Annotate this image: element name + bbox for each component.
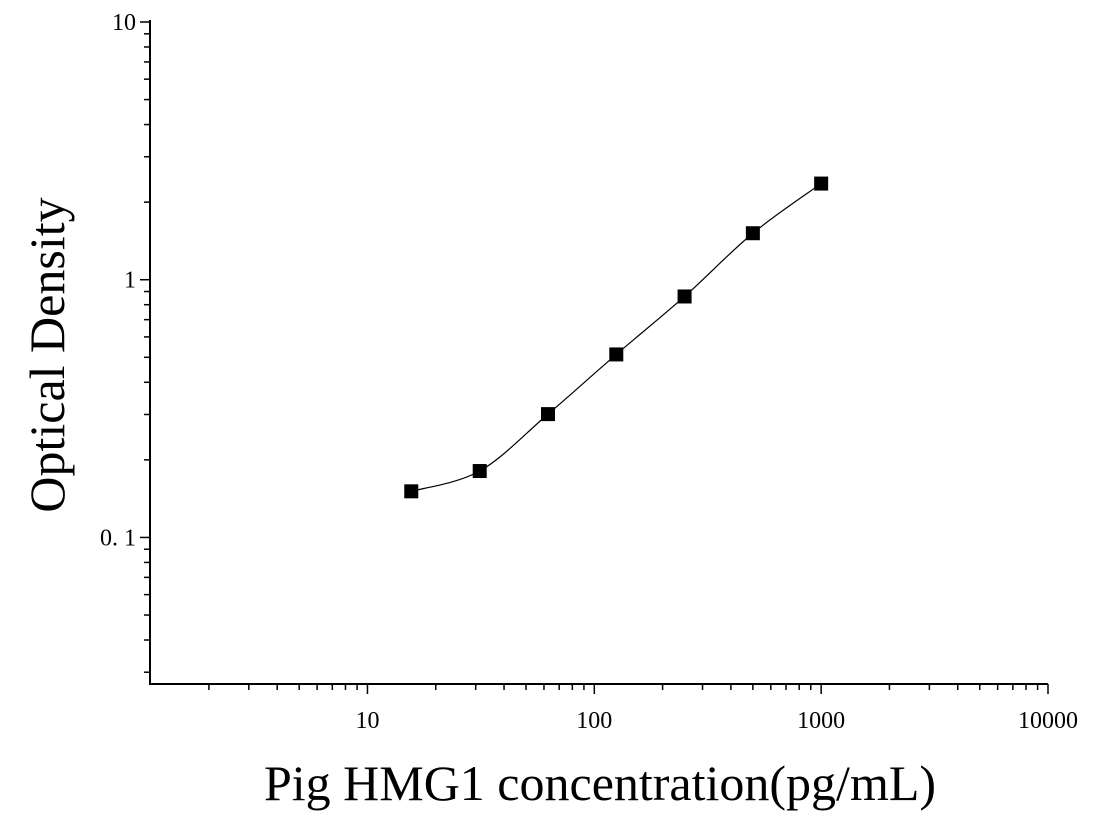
y-axis-ticks: 0. 1 1 10: [100, 10, 150, 673]
data-point-marker: [472, 464, 487, 479]
x-axis-ticks: 10 100 1000 10000: [208, 684, 1078, 734]
y-tick-label: 10: [112, 10, 136, 36]
data-point-marker: [404, 484, 419, 499]
data-point-marker: [745, 226, 760, 241]
data-point-marker: [814, 176, 829, 191]
y-tick-label: 0. 1: [100, 525, 136, 551]
axes: 0. 1 1 10 10 100 1000 10000: [100, 10, 1078, 734]
data-point-marker: [541, 407, 556, 422]
x-tick-label: 10: [355, 708, 379, 734]
x-tick-label: 10000: [1018, 708, 1078, 734]
x-axis-title: Pig HMG1 concentration(pg/mL): [264, 755, 936, 811]
data-point-marker: [677, 289, 692, 304]
data-point-marker: [609, 347, 624, 362]
x-tick-label: 1000: [797, 708, 845, 734]
y-axis-title: Optical Density: [19, 197, 75, 512]
y-tick-label: 1: [124, 268, 136, 294]
data-points: [404, 176, 829, 499]
x-tick-label: 100: [576, 708, 612, 734]
